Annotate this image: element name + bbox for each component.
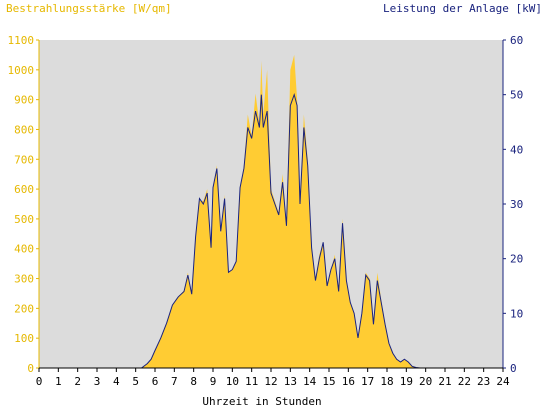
x-tick-label: 16 bbox=[342, 375, 355, 388]
x-tick-label: 10 bbox=[226, 375, 239, 388]
right-tick-label: 60 bbox=[510, 34, 523, 47]
x-tick-label: 4 bbox=[113, 375, 120, 388]
right-tick-label: 50 bbox=[510, 89, 523, 102]
x-tick-label: 14 bbox=[303, 375, 317, 388]
x-tick-label: 11 bbox=[245, 375, 258, 388]
left-axis-title: Bestrahlungsstärke [W/qm] bbox=[6, 2, 172, 15]
left-tick-label: 600 bbox=[14, 183, 34, 196]
x-tick-label: 6 bbox=[152, 375, 159, 388]
x-tick-label: 18 bbox=[380, 375, 393, 388]
right-tick-label: 10 bbox=[510, 307, 523, 320]
x-tick-label: 19 bbox=[400, 375, 413, 388]
x-tick-label: 3 bbox=[94, 375, 101, 388]
x-tick-label: 22 bbox=[458, 375, 471, 388]
x-tick-label: 9 bbox=[210, 375, 217, 388]
left-tick-label: 800 bbox=[14, 123, 34, 136]
left-tick-label: 900 bbox=[14, 94, 34, 107]
left-tick-label: 100 bbox=[14, 332, 34, 345]
irradiance-area bbox=[39, 54, 503, 368]
x-tick-label: 7 bbox=[171, 375, 178, 388]
left-tick-label: 200 bbox=[14, 302, 34, 315]
x-tick-label: 21 bbox=[438, 375, 451, 388]
x-tick-label: 1 bbox=[55, 375, 62, 388]
x-tick-label: 2 bbox=[74, 375, 81, 388]
left-tick-label: 1000 bbox=[8, 64, 35, 77]
x-tick-label: 8 bbox=[190, 375, 197, 388]
x-tick-label: 5 bbox=[132, 375, 139, 388]
power-line bbox=[39, 92, 503, 369]
x-tick-label: 13 bbox=[284, 375, 297, 388]
right-tick-label: 40 bbox=[510, 143, 523, 156]
left-tick-label: 400 bbox=[14, 243, 34, 256]
x-tick-label: 12 bbox=[264, 375, 277, 388]
left-tick-label: 300 bbox=[14, 273, 34, 286]
x-tick-label: 0 bbox=[36, 375, 43, 388]
x-tick-label: 17 bbox=[361, 375, 374, 388]
x-tick-label: 23 bbox=[477, 375, 490, 388]
left-tick-label: 700 bbox=[14, 153, 34, 166]
left-tick-label: 1100 bbox=[8, 34, 35, 47]
left-tick-label: 500 bbox=[14, 213, 34, 226]
left-tick-label: 0 bbox=[27, 362, 34, 375]
x-tick-label: 20 bbox=[419, 375, 432, 388]
x-tick-label: 24 bbox=[496, 375, 510, 388]
x-tick-label: 15 bbox=[322, 375, 335, 388]
right-tick-label: 20 bbox=[510, 253, 523, 266]
right-tick-label: 0 bbox=[510, 362, 517, 375]
right-tick-label: 30 bbox=[510, 198, 523, 211]
x-axis-title: Uhrzeit in Stunden bbox=[202, 395, 321, 408]
right-axis-title: Leistung der Anlage [kW] bbox=[383, 2, 542, 15]
